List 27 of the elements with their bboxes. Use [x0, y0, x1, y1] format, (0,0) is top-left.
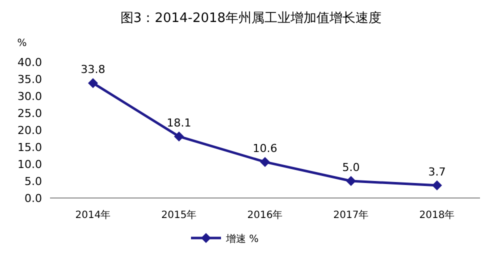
y-tick-label: 15.0: [18, 141, 42, 154]
x-tick-label: 2018年: [419, 209, 455, 221]
point: [346, 176, 356, 186]
data-label: 33.8: [80, 63, 106, 76]
x-tick-label: 2015年: [161, 209, 197, 221]
point: [260, 156, 270, 167]
x-tick-label: 2017年: [333, 209, 369, 221]
y-tick-label: 40.0: [18, 56, 42, 69]
data-label: 18.1: [166, 116, 192, 130]
point: [432, 180, 442, 190]
data-label: 10.6: [252, 142, 278, 155]
y-tick-label: 20.0: [18, 124, 42, 137]
data-label: 3.7: [428, 165, 446, 178]
point: [88, 78, 98, 88]
y-tick-label: 25.0: [18, 107, 42, 120]
x-tick-label: 2016年: [247, 209, 283, 221]
point: [174, 131, 184, 142]
y-tick-label: 5.0: [24, 175, 42, 188]
legend-label: 增速 %: [225, 233, 259, 245]
data-label: 5.0: [342, 161, 360, 174]
chart-title: 图3：2014-2018年州属工业增加值增长速度: [120, 10, 382, 26]
y-tick-label: 10.0: [18, 158, 42, 171]
y-tick-label: 0.0: [24, 192, 42, 205]
y-tick-label: 30.0: [18, 90, 42, 103]
x-tick-label: 2014年: [75, 209, 111, 221]
y-tick-label: 35.0: [18, 73, 42, 86]
y-axis-title: %: [17, 38, 27, 49]
